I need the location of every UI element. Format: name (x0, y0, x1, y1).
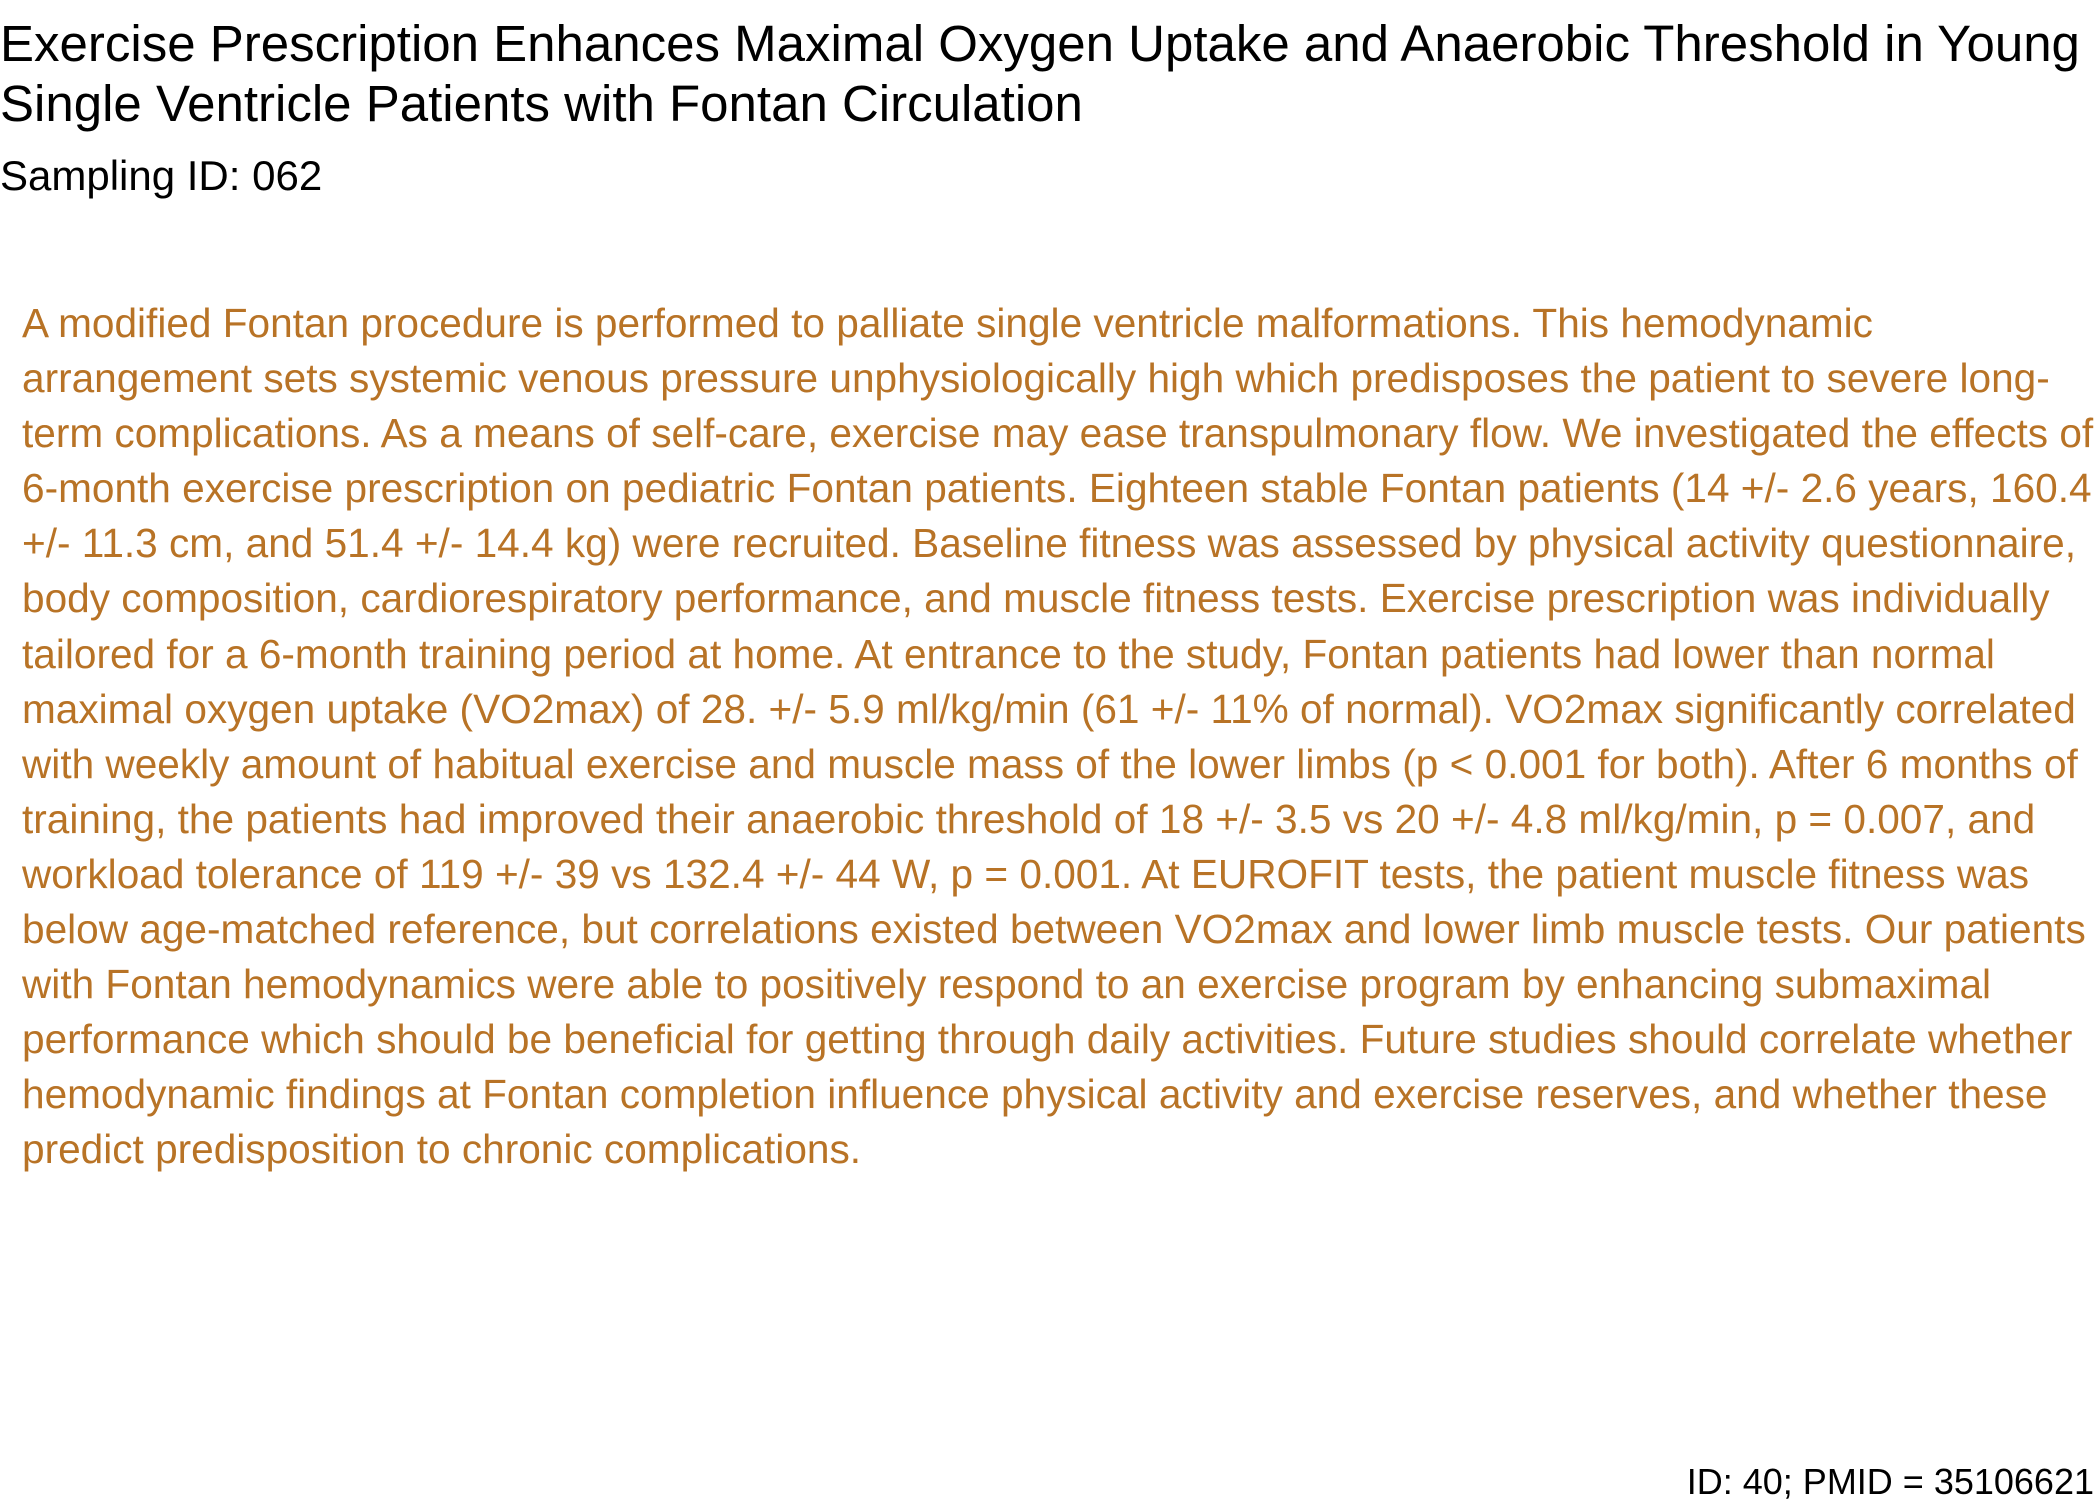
document-title: Exercise Prescription Enhances Maximal O… (0, 15, 2080, 132)
sampling-id: Sampling ID: 062 (0, 152, 323, 199)
abstract-text: A modified Fontan procedure is performed… (22, 300, 2094, 1173)
footer-id: ID: 40; PMID = 35106621 (1686, 1461, 2094, 1502)
